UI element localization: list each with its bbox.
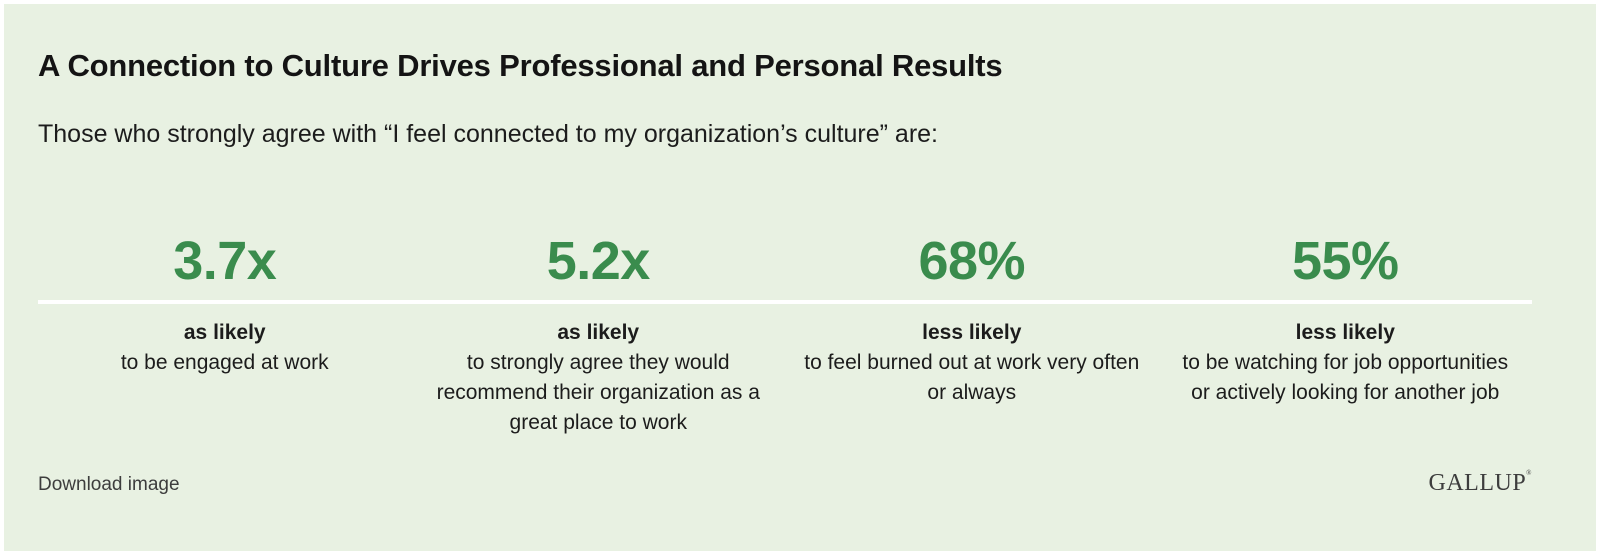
stat-value: 5.2x bbox=[546, 231, 651, 291]
stat-label-cell: less likely to be watching for job oppor… bbox=[1159, 318, 1533, 438]
infographic-card: A Connection to Culture Drives Professio… bbox=[4, 4, 1596, 551]
chart-subtitle: Those who strongly agree with “I feel co… bbox=[38, 120, 938, 148]
stat-value: 3.7x bbox=[173, 231, 277, 291]
stat-description: to be engaged at work bbox=[120, 351, 329, 374]
stat-heading: less likely bbox=[922, 321, 1022, 344]
stat-value-cell: 55% bbox=[1159, 230, 1533, 292]
stat-description: to strongly agree they would recommend t… bbox=[436, 351, 760, 434]
registered-mark: ® bbox=[1526, 469, 1532, 477]
stat-heading: as likely bbox=[183, 321, 266, 344]
divider-line bbox=[38, 300, 1532, 304]
chart-title: A Connection to Culture Drives Professio… bbox=[38, 48, 1003, 83]
stat-values-row: 3.7x 5.2x 68% 55% bbox=[38, 222, 1532, 300]
logo-text: GALLUP bbox=[1428, 470, 1527, 496]
stat-label-cell: as likely to strongly agree they would r… bbox=[412, 318, 786, 438]
stat-heading: less likely bbox=[1295, 321, 1395, 344]
stats-panel: 3.7x 5.2x 68% 55% as likely to be engage… bbox=[38, 222, 1532, 438]
stat-description: to feel burned out at work very often or… bbox=[804, 351, 1140, 404]
stat-value-cell: 5.2x bbox=[412, 230, 786, 292]
download-image-link[interactable]: Download image bbox=[38, 474, 180, 495]
stat-value: 55% bbox=[1291, 231, 1399, 291]
stat-label-cell: less likely to feel burned out at work v… bbox=[785, 318, 1159, 438]
stat-value-cell: 68% bbox=[785, 230, 1159, 292]
stat-value-cell: 3.7x bbox=[38, 230, 412, 292]
stat-description: to be watching for job opportunities or … bbox=[1182, 351, 1509, 404]
stat-labels-row: as likely to be engaged at work as likel… bbox=[38, 318, 1532, 438]
stat-value: 68% bbox=[918, 231, 1026, 291]
gallup-logo: GALLUP® bbox=[1428, 469, 1533, 497]
stat-label-cell: as likely to be engaged at work bbox=[38, 318, 412, 438]
stat-heading: as likely bbox=[557, 321, 640, 344]
